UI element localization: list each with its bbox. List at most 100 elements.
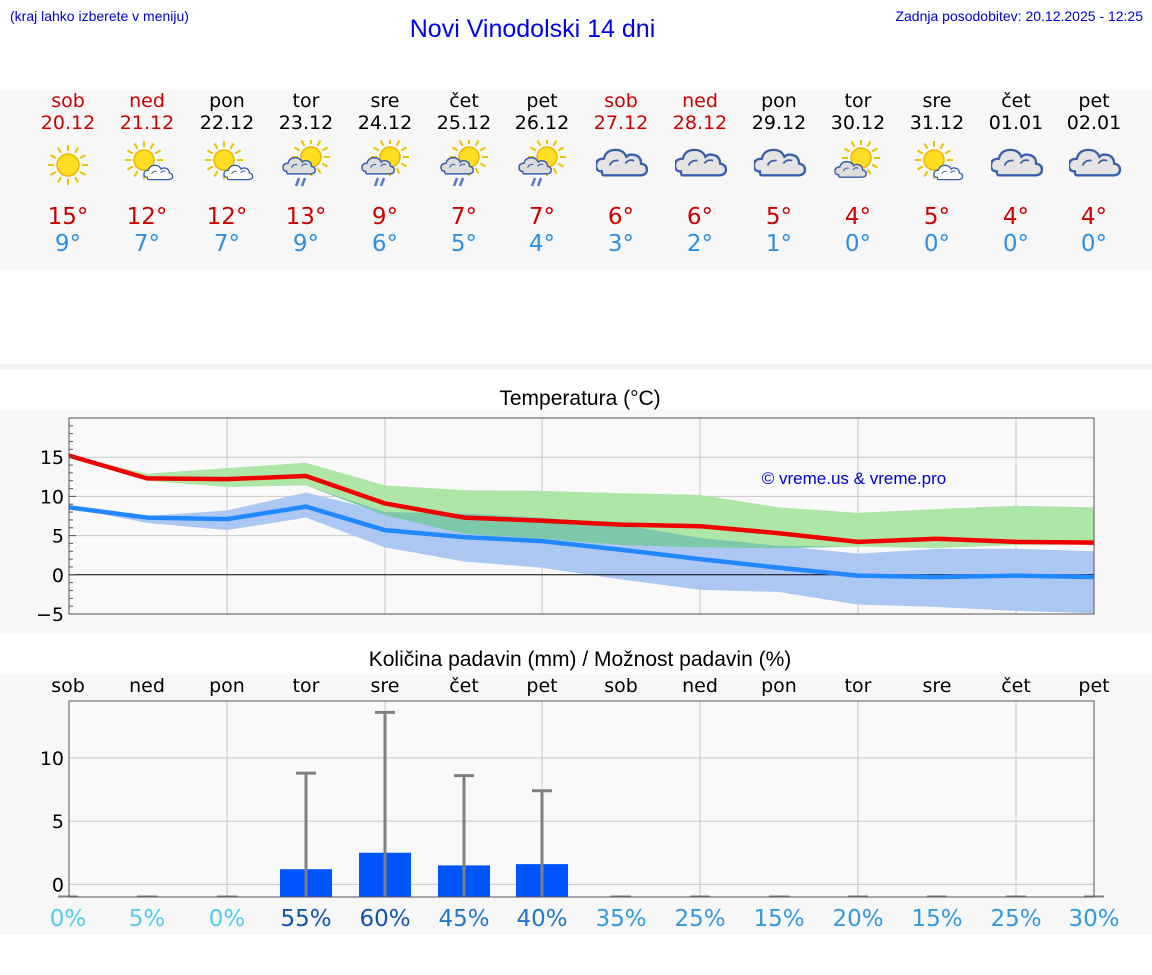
max-temperature: 12° — [206, 204, 248, 230]
page-title: Novi Vinodolski 14 dni — [409, 15, 656, 43]
day-column: čet 01.01 4° 0° — [976, 90, 1056, 258]
precip-probability: 30% — [1068, 906, 1119, 932]
day-label: čet — [449, 675, 479, 697]
sun-cloud-rain-icon — [439, 140, 489, 190]
min-temperature-line — [68, 504, 1095, 580]
sun-icon — [43, 140, 93, 190]
day-label: čet — [1001, 675, 1031, 697]
last-updated: Zadnja posodobitev: 20.12.2025 - 12:25 — [895, 8, 1143, 24]
precip-probability: 55% — [280, 906, 331, 932]
day-name: sre — [922, 90, 952, 112]
max-temperature: 4° — [844, 204, 872, 230]
max-temperature-line — [68, 453, 1095, 545]
day-column: sob 27.12 6° 3° — [581, 90, 661, 258]
day-name: sob — [51, 90, 85, 112]
day-column: pon 29.12 5° 1° — [739, 90, 819, 258]
copyright-watermark: © vreme.us & vreme.pro — [762, 469, 946, 488]
sun-cloud-rain-icon — [281, 140, 331, 190]
day-column: čet 25.12 7° 5° — [424, 90, 504, 258]
day-label: sob — [51, 675, 85, 697]
day-date: 24.12 — [357, 112, 413, 134]
min-temperature: 0° — [1080, 231, 1108, 257]
day-label: pet — [526, 675, 557, 697]
day-column: pet 02.01 4° 0° — [1054, 90, 1134, 258]
cloud-icon — [675, 140, 728, 190]
precip-probability: 35% — [595, 906, 646, 932]
max-temperature: 12° — [126, 204, 168, 230]
max-temperature: 7° — [450, 204, 478, 230]
day-date: 23.12 — [278, 112, 334, 134]
max-temperature: 5° — [923, 204, 951, 230]
day-label: sre — [371, 675, 400, 697]
day-date: 02.01 — [1066, 112, 1122, 134]
day-column: tor 30.12 4° 0° — [818, 90, 898, 258]
sun-cloud-icon — [912, 140, 964, 190]
day-column: pon 22.12 12° 7° — [187, 90, 267, 258]
day-label: tor — [845, 675, 872, 697]
plot-area — [69, 701, 1094, 897]
min-temperature: 0° — [923, 231, 951, 257]
min-temperature: 6° — [371, 231, 399, 257]
max-temperature: 6° — [607, 204, 635, 230]
min-temperature: 2° — [686, 231, 714, 257]
cloud-icon — [991, 140, 1044, 190]
day-date: 30.12 — [830, 112, 886, 134]
divider — [0, 364, 1152, 370]
day-name: ned — [682, 90, 718, 112]
day-label: ned — [129, 675, 165, 697]
precip-probability: 40% — [516, 906, 567, 932]
day-date: 01.01 — [988, 112, 1044, 134]
y-tick-label: 10 — [40, 486, 64, 508]
sun-cloud-rain-icon — [517, 140, 567, 190]
day-date: 22.12 — [199, 112, 255, 134]
day-column: sob 20.12 15° 9° — [28, 90, 108, 258]
temperature-chart: −5 0 5 10 15 © vreme.us & vreme.pro — [36, 417, 1095, 626]
max-temperature: 7° — [528, 204, 556, 230]
day-column: sre 31.12 5° 0° — [897, 90, 977, 258]
day-name: sob — [604, 90, 638, 112]
cloud-icon — [1069, 140, 1122, 190]
y-tick-label: 10 — [40, 748, 64, 770]
sun-cloud-gray-icon — [833, 140, 883, 190]
day-date: 20.12 — [40, 112, 96, 134]
day-name: pet — [1078, 90, 1110, 112]
precip-probability: 25% — [674, 906, 725, 932]
min-temperature: 4° — [528, 231, 556, 257]
precip-probability: 5% — [129, 906, 166, 932]
min-temperature: 9° — [292, 231, 320, 257]
precip-probability: 0% — [50, 906, 87, 932]
max-temperature: 13° — [285, 204, 327, 230]
day-column: ned 28.12 6° 2° — [660, 90, 740, 258]
day-date: 28.12 — [672, 112, 728, 134]
sun-cloud-rain-icon — [360, 140, 410, 190]
min-temperature: 7° — [133, 231, 161, 257]
day-date: 25.12 — [436, 112, 492, 134]
day-column: tor 23.12 13° 9° — [266, 90, 346, 258]
min-temperature: 1° — [765, 231, 793, 257]
cloud-icon — [754, 140, 807, 190]
min-range-band — [69, 492, 1094, 614]
day-label: sre — [923, 675, 952, 697]
day-label: ned — [682, 675, 718, 697]
y-tick-label: −5 — [36, 604, 64, 626]
max-temperature: 4° — [1002, 204, 1030, 230]
precip-probability: 25% — [990, 906, 1041, 932]
min-temperature: 7° — [213, 231, 241, 257]
temperature-chart-title: Temperatura (°C) — [499, 387, 661, 410]
max-range-band — [69, 455, 1094, 549]
max-temperature: 5° — [765, 204, 793, 230]
day-name: pon — [761, 90, 797, 112]
day-date: 27.12 — [593, 112, 649, 134]
precipitation-chart: sob ned pon tor sre čet pet sob ned pon tor sre čet p… — [40, 675, 1120, 932]
precip-probability: 15% — [753, 906, 804, 932]
min-temperature: 3° — [607, 231, 635, 257]
day-name: čet — [1001, 90, 1031, 112]
max-temperature: 4° — [1080, 204, 1108, 230]
max-temperature: 15° — [47, 204, 89, 230]
min-temperature: 0° — [1002, 231, 1030, 257]
day-name: tor — [844, 90, 872, 112]
plot-frame — [68, 700, 1095, 898]
precip-probability: 45% — [438, 906, 489, 932]
day-label: pon — [209, 675, 245, 697]
day-date: 29.12 — [751, 112, 807, 134]
